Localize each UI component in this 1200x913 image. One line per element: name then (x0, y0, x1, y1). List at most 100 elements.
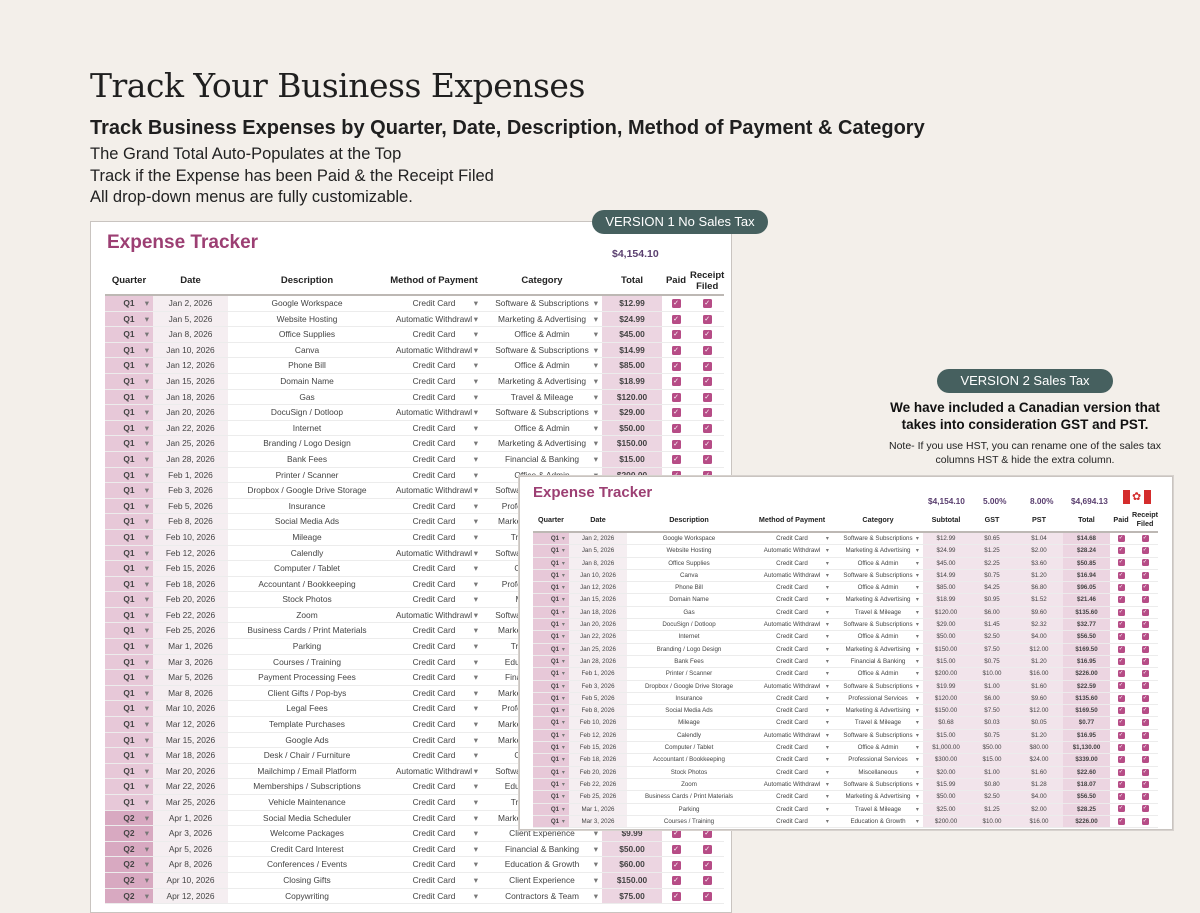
payment-method-dropdown[interactable]: Automatic Withdrawl (386, 311, 482, 328)
description-cell[interactable]: Stock Photos (627, 766, 751, 779)
payment-method-dropdown[interactable]: Credit Card (386, 810, 482, 827)
payment-method-dropdown[interactable]: Credit Card (386, 357, 482, 374)
paid-checkbox[interactable]: ✓ (1117, 657, 1125, 665)
category-dropdown[interactable]: Marketing & Advertising (482, 373, 602, 390)
quarter-dropdown[interactable]: Q1 (105, 591, 153, 608)
quarter-dropdown[interactable]: Q2 (105, 872, 153, 889)
date-cell[interactable]: Feb 25, 2026 (153, 622, 228, 640)
date-cell[interactable]: Feb 18, 2026 (153, 576, 228, 593)
paid-checkbox[interactable]: ✓ (671, 314, 681, 324)
payment-method-dropdown[interactable]: Credit Card (386, 888, 482, 905)
date-cell[interactable]: Jan 18, 2026 (153, 389, 228, 406)
description-cell[interactable]: Computer / Tablet (228, 560, 386, 577)
quarter-dropdown[interactable]: Q1 (105, 607, 153, 624)
receipt-filed-checkbox[interactable]: ✓ (702, 439, 712, 449)
quarter-dropdown[interactable]: Q1 (105, 545, 153, 562)
quarter-dropdown[interactable]: Q1 (105, 451, 153, 468)
description-cell[interactable]: Insurance (228, 498, 386, 515)
date-cell[interactable]: Jan 2, 2026 (153, 295, 228, 312)
receipt-filed-checkbox[interactable]: ✓ (702, 891, 712, 901)
quarter-dropdown[interactable]: Q1 (105, 529, 153, 546)
description-cell[interactable]: Parking (627, 803, 751, 816)
quarter-dropdown[interactable]: Q1 (105, 716, 153, 733)
date-cell[interactable]: Feb 12, 2026 (153, 545, 228, 562)
date-cell[interactable]: Feb 15, 2026 (153, 560, 228, 577)
description-cell[interactable]: Social Media Ads (627, 704, 751, 718)
date-cell[interactable]: Feb 1, 2026 (153, 467, 228, 484)
date-cell[interactable]: Apr 3, 2026 (153, 825, 228, 842)
paid-checkbox[interactable]: ✓ (671, 470, 681, 480)
category-dropdown[interactable]: Marketing & Advertising (833, 643, 923, 656)
description-cell[interactable]: Zoom (627, 778, 751, 792)
date-cell[interactable]: Jan 22, 2026 (569, 630, 627, 644)
description-cell[interactable]: Printer / Scanner (228, 467, 386, 484)
receipt-filed-checkbox[interactable]: ✓ (702, 346, 712, 356)
payment-method-dropdown[interactable]: Credit Card (386, 435, 482, 452)
payment-method-dropdown[interactable]: Credit Card (386, 841, 482, 858)
payment-method-dropdown[interactable]: Credit Card (751, 606, 833, 620)
payment-method-dropdown[interactable]: Credit Card (386, 529, 482, 546)
description-cell[interactable]: Dropbox / Google Drive Storage (228, 482, 386, 499)
description-cell[interactable]: Desk / Chair / Furniture (228, 747, 386, 764)
description-cell[interactable]: Accountant / Bookkeeping (627, 753, 751, 767)
quarter-dropdown[interactable]: Q1 (105, 435, 153, 452)
paid-checkbox[interactable]: ✓ (671, 346, 681, 356)
description-cell[interactable]: DocuSign / Dotloop (228, 404, 386, 421)
paid-checkbox[interactable]: ✓ (1117, 547, 1125, 555)
description-cell[interactable]: Calendly (228, 545, 386, 562)
date-cell[interactable]: Mar 15, 2026 (153, 732, 228, 749)
receipt-filed-checkbox[interactable]: ✓ (702, 829, 712, 839)
payment-method-dropdown[interactable]: Credit Card (386, 326, 482, 343)
category-dropdown[interactable]: Software & Subscriptions (482, 404, 602, 421)
payment-method-dropdown[interactable]: Credit Card (386, 420, 482, 437)
paid-checkbox[interactable]: ✓ (671, 891, 681, 901)
date-cell[interactable]: Mar 12, 2026 (153, 716, 228, 733)
receipt-filed-checkbox[interactable]: ✓ (1141, 534, 1149, 542)
date-cell[interactable]: Apr 10, 2026 (153, 872, 228, 889)
payment-method-dropdown[interactable]: Credit Card (386, 498, 482, 515)
payment-method-dropdown[interactable]: Credit Card (386, 451, 482, 468)
description-cell[interactable]: Internet (627, 630, 751, 644)
payment-method-dropdown[interactable]: Credit Card (751, 630, 833, 644)
paid-checkbox[interactable]: ✓ (671, 829, 681, 839)
quarter-dropdown[interactable]: Q1 (105, 747, 153, 764)
payment-method-dropdown[interactable]: Credit Card (751, 704, 833, 718)
paid-checkbox[interactable]: ✓ (1117, 768, 1125, 776)
paid-checkbox[interactable]: ✓ (1117, 707, 1125, 715)
date-cell[interactable]: Apr 8, 2026 (153, 856, 228, 873)
payment-method-dropdown[interactable]: Automatic Withdrawl (386, 763, 482, 780)
date-cell[interactable]: Feb 3, 2026 (153, 482, 228, 499)
date-cell[interactable]: Jan 12, 2026 (153, 357, 228, 374)
quarter-dropdown[interactable]: Q1 (105, 389, 153, 406)
payment-method-dropdown[interactable]: Credit Card (386, 373, 482, 390)
receipt-filed-checkbox[interactable]: ✓ (702, 314, 712, 324)
receipt-filed-checkbox[interactable]: ✓ (1141, 817, 1149, 825)
payment-method-dropdown[interactable]: Automatic Withdrawl (386, 607, 482, 624)
payment-method-dropdown[interactable]: Credit Card (386, 825, 482, 842)
date-cell[interactable]: Feb 15, 2026 (569, 741, 627, 755)
payment-method-dropdown[interactable]: Credit Card (751, 532, 833, 546)
description-cell[interactable]: Google Workspace (228, 295, 386, 312)
receipt-filed-checkbox[interactable]: ✓ (702, 845, 712, 855)
description-cell[interactable]: Social Media Ads (228, 513, 386, 530)
description-cell[interactable]: Memberships / Subscriptions (228, 778, 386, 795)
quarter-dropdown[interactable]: Q1 (105, 669, 153, 686)
payment-method-dropdown[interactable]: Credit Card (386, 700, 482, 718)
paid-checkbox[interactable]: ✓ (1117, 645, 1125, 653)
payment-method-dropdown[interactable]: Credit Card (751, 643, 833, 656)
quarter-dropdown[interactable]: Q1 (105, 700, 153, 718)
payment-method-dropdown[interactable]: Automatic Withdrawl (386, 482, 482, 499)
category-dropdown[interactable]: Software & Subscriptions (833, 618, 923, 632)
quarter-dropdown[interactable]: Q1 (533, 569, 569, 583)
description-cell[interactable]: Website Hosting (228, 311, 386, 328)
payment-method-dropdown[interactable]: Credit Card (751, 692, 833, 706)
category-dropdown[interactable]: Marketing & Advertising (482, 435, 602, 452)
description-cell[interactable]: Courses / Training (627, 815, 751, 829)
date-cell[interactable]: Mar 3, 2026 (153, 654, 228, 671)
payment-method-dropdown[interactable]: Credit Card (386, 794, 482, 811)
paid-checkbox[interactable]: ✓ (1117, 620, 1125, 628)
description-cell[interactable]: Legal Fees (228, 700, 386, 718)
description-cell[interactable]: Client Gifts / Pop-bys (228, 685, 386, 702)
quarter-dropdown[interactable]: Q1 (533, 692, 569, 706)
description-cell[interactable]: Google Workspace (627, 532, 751, 546)
